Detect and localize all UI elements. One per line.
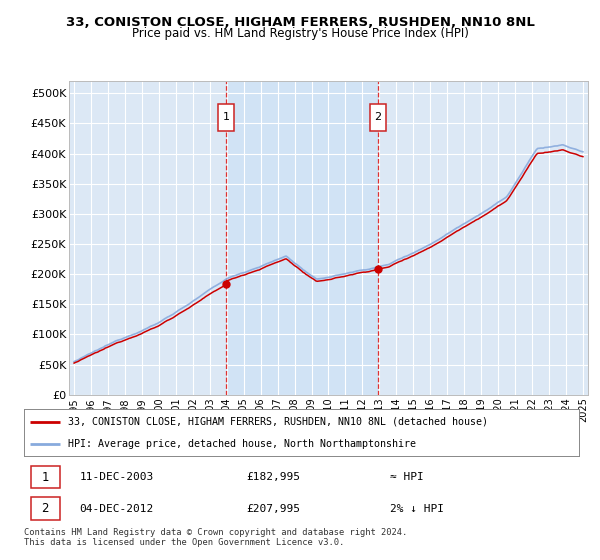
Text: 33, CONISTON CLOSE, HIGHAM FERRERS, RUSHDEN, NN10 8NL (detached house): 33, CONISTON CLOSE, HIGHAM FERRERS, RUSH… [68, 417, 488, 427]
Text: 2: 2 [41, 502, 49, 515]
FancyBboxPatch shape [31, 466, 59, 488]
FancyBboxPatch shape [31, 497, 59, 520]
Text: 33, CONISTON CLOSE, HIGHAM FERRERS, RUSHDEN, NN10 8NL: 33, CONISTON CLOSE, HIGHAM FERRERS, RUSH… [65, 16, 535, 29]
Text: 1: 1 [41, 471, 49, 484]
Text: 04-DEC-2012: 04-DEC-2012 [79, 503, 154, 514]
Text: 11-DEC-2003: 11-DEC-2003 [79, 472, 154, 482]
Bar [226, 81, 378, 395]
Text: £182,995: £182,995 [246, 472, 300, 482]
Text: ≈ HPI: ≈ HPI [391, 472, 424, 482]
Text: HPI: Average price, detached house, North Northamptonshire: HPI: Average price, detached house, Nort… [68, 438, 416, 449]
Text: £207,995: £207,995 [246, 503, 300, 514]
FancyBboxPatch shape [218, 104, 233, 130]
Text: 1: 1 [223, 113, 229, 123]
Text: 2% ↓ HPI: 2% ↓ HPI [391, 503, 444, 514]
Text: 2: 2 [374, 113, 382, 123]
Text: Price paid vs. HM Land Registry's House Price Index (HPI): Price paid vs. HM Land Registry's House … [131, 27, 469, 40]
Text: Contains HM Land Registry data © Crown copyright and database right 2024.
This d: Contains HM Land Registry data © Crown c… [24, 528, 407, 547]
FancyBboxPatch shape [370, 104, 386, 130]
